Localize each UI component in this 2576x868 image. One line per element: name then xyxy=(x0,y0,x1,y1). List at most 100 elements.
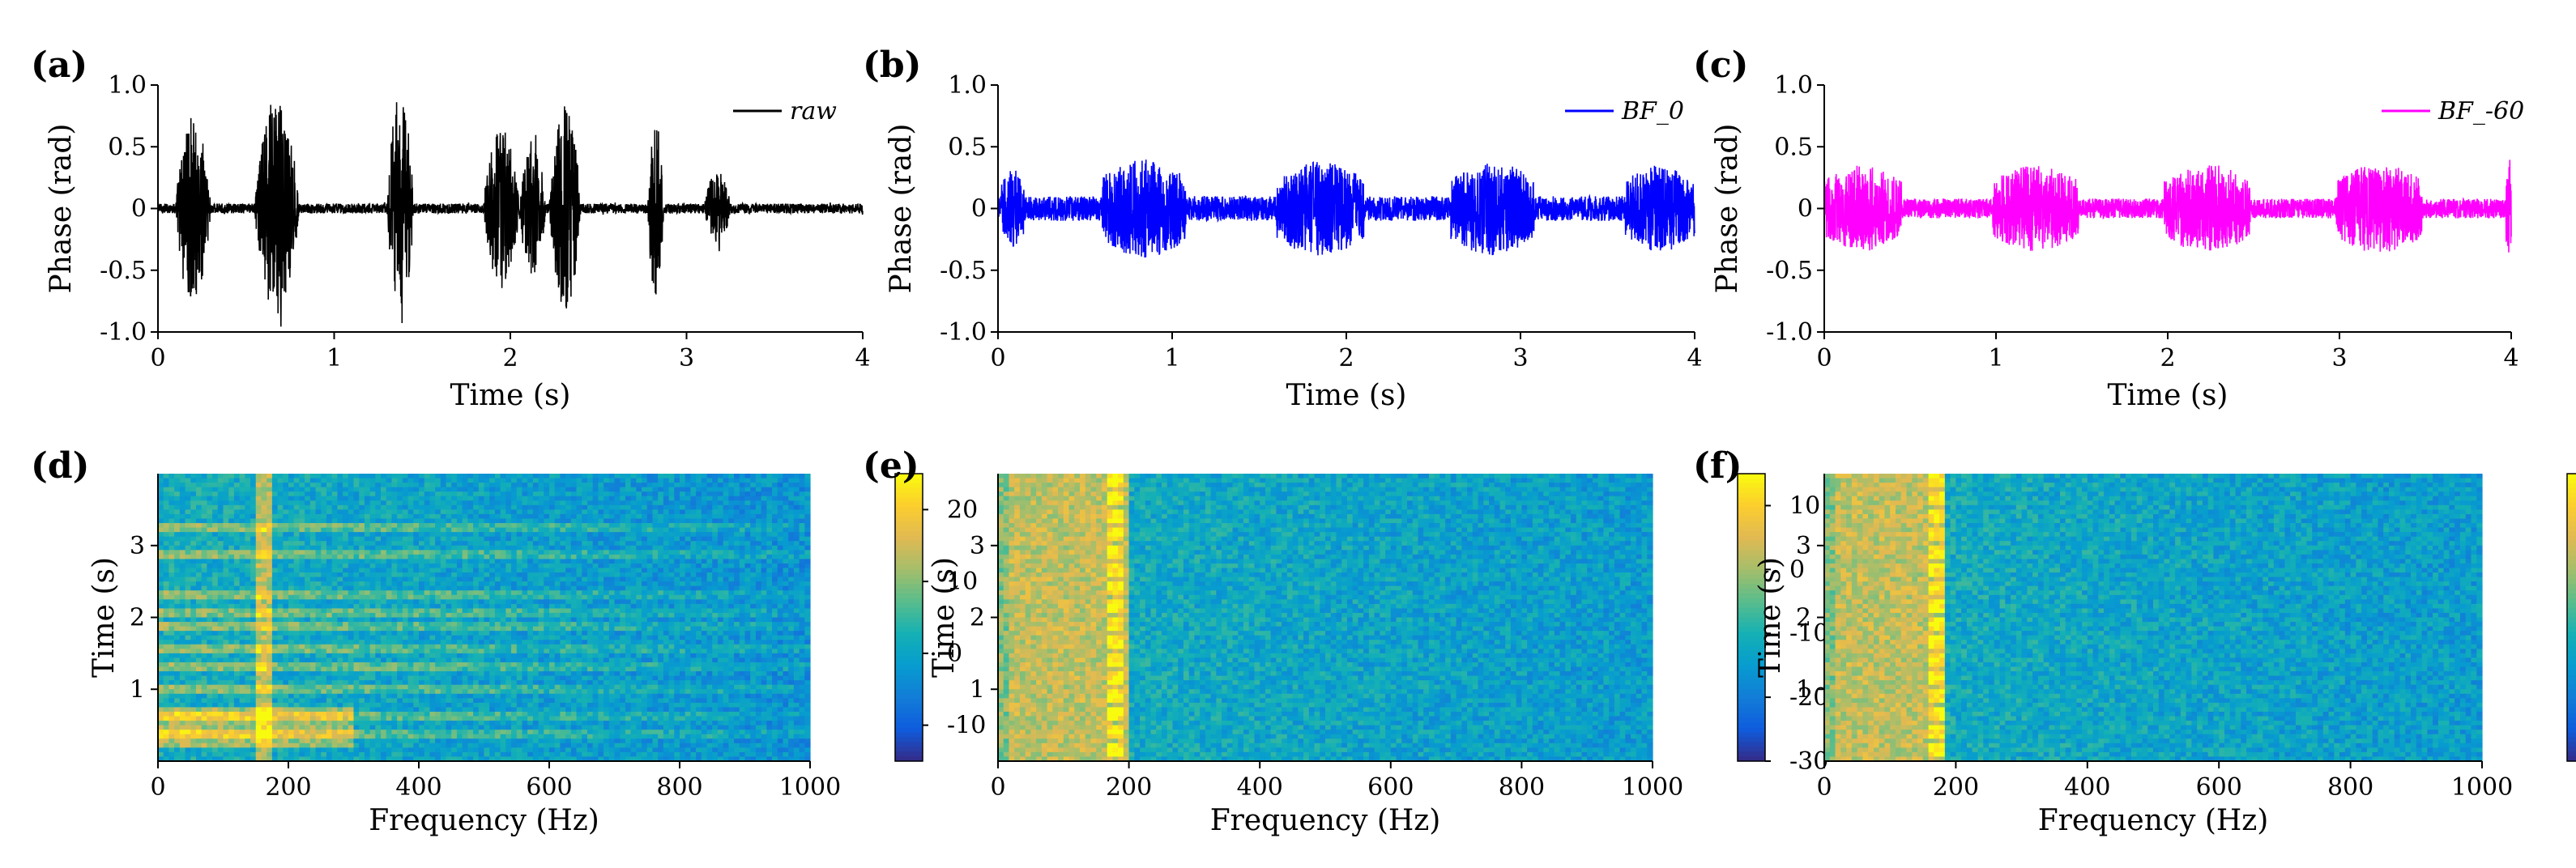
heat-cell xyxy=(343,514,348,519)
heat-cell xyxy=(598,479,603,483)
heat-cell xyxy=(272,487,278,492)
heat-cell xyxy=(228,491,234,496)
heat-cell xyxy=(501,487,506,492)
heat-cell xyxy=(370,474,376,479)
heat-cell xyxy=(435,474,441,479)
heat-cell xyxy=(794,523,800,528)
heat-cell xyxy=(158,523,164,528)
heat-cell xyxy=(587,496,593,501)
heat-cell xyxy=(381,505,386,510)
heat-cell xyxy=(299,487,305,492)
heat-cell xyxy=(261,523,267,528)
heat-cell xyxy=(473,500,479,505)
heat-cell xyxy=(658,509,663,514)
heat-cell xyxy=(505,523,511,528)
heat-cell xyxy=(245,505,250,510)
x-tick-label: 3 xyxy=(679,344,694,372)
heat-cell xyxy=(354,474,360,479)
heat-cell xyxy=(723,528,729,533)
heat-cell xyxy=(186,514,191,519)
heat-cell xyxy=(365,474,370,479)
x-tick-label: 2 xyxy=(1338,344,1354,372)
heat-cell xyxy=(728,514,734,519)
heat-cell xyxy=(794,528,800,533)
heat-cell xyxy=(310,496,316,501)
heat-cell xyxy=(544,483,549,487)
heat-cell xyxy=(712,509,718,514)
heat-cell xyxy=(343,505,348,510)
heat-cell xyxy=(256,500,262,505)
heat-cell xyxy=(702,474,707,479)
heat-cell xyxy=(652,509,658,514)
heat-cell xyxy=(435,491,441,496)
heat-cell xyxy=(299,479,305,483)
heat-cell xyxy=(435,496,441,501)
heat-cell xyxy=(539,487,544,492)
heat-cell xyxy=(555,528,561,533)
heat-cell xyxy=(549,509,555,514)
heat-cell xyxy=(609,505,615,510)
heat-cell xyxy=(745,483,751,487)
heat-cell xyxy=(647,491,653,496)
heat-cell xyxy=(766,514,772,519)
heat-cell xyxy=(511,505,517,510)
heat-cell xyxy=(804,491,810,496)
heat-cell xyxy=(224,518,229,523)
heat-cell xyxy=(533,523,539,528)
heat-cell xyxy=(196,509,202,514)
heat-cell xyxy=(680,509,685,514)
heat-cell xyxy=(228,479,234,483)
heat-cell xyxy=(527,483,533,487)
heat-cell xyxy=(479,483,484,487)
heat-cell xyxy=(451,474,457,479)
heat-cell xyxy=(391,479,397,483)
heat-cell xyxy=(533,474,539,479)
heat-cell xyxy=(625,509,631,514)
heat-cell xyxy=(685,491,691,496)
heat-cell xyxy=(501,491,506,496)
heat-cell xyxy=(202,496,207,501)
heat-cell xyxy=(451,487,457,492)
heat-cell xyxy=(375,532,381,537)
heat-cell xyxy=(391,500,397,505)
heat-cell xyxy=(370,483,376,487)
heat-cell xyxy=(299,514,305,519)
heat-cell xyxy=(457,474,463,479)
heat-cell xyxy=(669,505,675,510)
heat-cell xyxy=(734,509,740,514)
heat-cell xyxy=(658,483,663,487)
heat-cell xyxy=(234,491,240,496)
heat-cell xyxy=(544,509,549,514)
heat-cell xyxy=(800,479,805,483)
heat-cell xyxy=(207,479,212,483)
heat-cell xyxy=(212,523,218,528)
heat-cell xyxy=(316,474,322,479)
heat-cell xyxy=(674,474,680,479)
heat-cell xyxy=(772,496,778,501)
heat-cell xyxy=(712,483,718,487)
heat-cell xyxy=(712,523,718,528)
heat-cell xyxy=(207,487,212,492)
heat-cell xyxy=(354,518,360,523)
heat-cell xyxy=(603,500,609,505)
heat-cell xyxy=(690,518,696,523)
heat-cell xyxy=(718,523,723,528)
heat-cell xyxy=(663,528,669,533)
heat-cell xyxy=(479,505,484,510)
heat-cell xyxy=(756,505,761,510)
heat-cell xyxy=(680,518,685,523)
heat-cell xyxy=(403,505,408,510)
heat-cell xyxy=(620,509,625,514)
heat-cell xyxy=(489,487,495,492)
heat-cell xyxy=(723,474,729,479)
heat-cell xyxy=(696,474,702,479)
heat-cell xyxy=(365,509,370,514)
heat-cell xyxy=(354,500,360,505)
heat-cell xyxy=(451,523,457,528)
heat-cell xyxy=(663,518,669,523)
heat-cell xyxy=(636,474,642,479)
heat-cell xyxy=(413,487,419,492)
heat-cell xyxy=(750,518,756,523)
heat-cell xyxy=(522,487,527,492)
heat-cell xyxy=(202,523,207,528)
